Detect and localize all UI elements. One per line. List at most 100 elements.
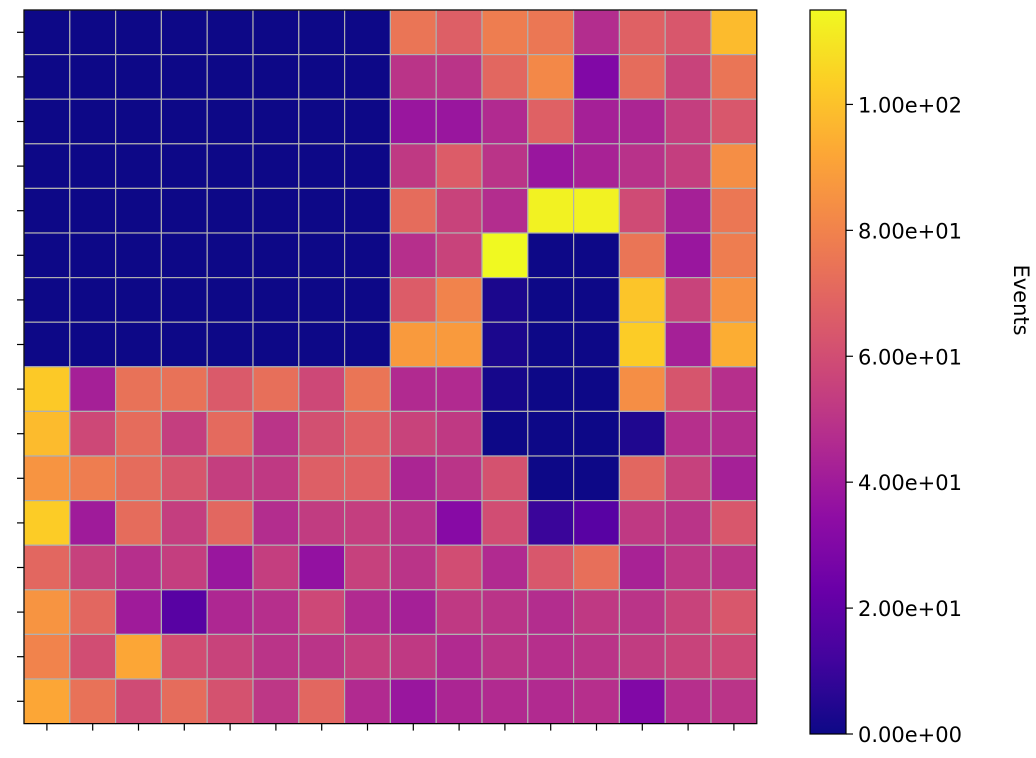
- heatmap-cell: [435, 500, 483, 546]
- heatmap-cell: [114, 633, 162, 680]
- heatmap-cell: [481, 544, 529, 591]
- heatmap-cell: [389, 321, 437, 368]
- heatmap-cell: [664, 9, 712, 56]
- heatmap-cell: [664, 232, 712, 279]
- heatmap-cell: [344, 410, 392, 457]
- heatmap-cell: [389, 633, 437, 680]
- heatmap-cell: [344, 187, 392, 234]
- heatmap-cell: [618, 544, 666, 591]
- heatmap-cell: [572, 143, 620, 190]
- heatmap-cell: [481, 9, 529, 56]
- heatmap-cell: [710, 455, 758, 502]
- heatmap-cell: [664, 589, 712, 635]
- heatmap-frame: [23, 9, 758, 725]
- heatmap-cell: [664, 410, 712, 457]
- heatmap-cell: [69, 232, 117, 279]
- heatmap-cell: [618, 232, 666, 279]
- heatmap-cell: [69, 277, 117, 323]
- heatmap-cell: [527, 544, 575, 591]
- heatmap-cell: [435, 410, 483, 457]
- heatmap-cell: [160, 455, 208, 502]
- heatmap-cell: [344, 589, 392, 635]
- heatmap-cell: [114, 98, 162, 145]
- heatmap-cell: [114, 53, 162, 100]
- heatmap-cell: [572, 232, 620, 279]
- heatmap-cell: [572, 500, 620, 546]
- heatmap-cell: [572, 98, 620, 145]
- heatmap-cell: [527, 187, 575, 234]
- heatmap-cell: [206, 187, 254, 234]
- heatmap-cell: [114, 678, 162, 725]
- heatmap-cell: [344, 500, 392, 546]
- heatmap-cell: [572, 277, 620, 323]
- heatmap-cell: [481, 500, 529, 546]
- heatmap-cell: [710, 678, 758, 725]
- colorbar-tick-label: 8.00e+01: [858, 219, 962, 243]
- heatmap-cell: [23, 277, 71, 323]
- heatmap-cell: [69, 500, 117, 546]
- heatmap-cell: [298, 678, 346, 725]
- heatmap-cell: [114, 9, 162, 56]
- heatmap-cell: [160, 53, 208, 100]
- heatmap-cell: [252, 633, 300, 680]
- heatmap-cell: [389, 455, 437, 502]
- heatmap-cell: [481, 321, 529, 368]
- heatmap-cell: [527, 232, 575, 279]
- heatmap-cell: [435, 544, 483, 591]
- heatmap-cell: [344, 678, 392, 725]
- heatmap-cell: [572, 544, 620, 591]
- heatmap-cell: [710, 143, 758, 190]
- heatmap-cell: [206, 143, 254, 190]
- heatmap-cell: [206, 589, 254, 635]
- heatmap-cell: [435, 187, 483, 234]
- heatmap-cell: [114, 187, 162, 234]
- heatmap-cell: [527, 53, 575, 100]
- heatmap-cell: [710, 589, 758, 635]
- heatmap-cell: [618, 455, 666, 502]
- heatmap-cell: [481, 589, 529, 635]
- heatmap-cell: [114, 455, 162, 502]
- heatmap-cell: [710, 98, 758, 145]
- heatmap-cell: [664, 366, 712, 412]
- heatmap-cell: [710, 187, 758, 234]
- heatmap-cell: [114, 277, 162, 323]
- heatmap-cell: [664, 277, 712, 323]
- heatmap-cell: [69, 98, 117, 145]
- heatmap-cell: [664, 678, 712, 725]
- heatmap-cell: [344, 143, 392, 190]
- heatmap-cell: [252, 9, 300, 56]
- x-axis-ticks: [46, 723, 735, 731]
- heatmap-cell: [527, 143, 575, 190]
- heatmap-cell: [23, 187, 71, 234]
- heatmap-cell: [252, 366, 300, 412]
- heatmap-cell: [389, 678, 437, 725]
- heatmap-cell: [389, 410, 437, 457]
- heatmap-cell: [481, 187, 529, 234]
- heatmap-cell: [252, 678, 300, 725]
- heatmap-cell: [572, 633, 620, 680]
- heatmap-cell: [206, 53, 254, 100]
- heatmap-cell: [664, 143, 712, 190]
- heatmap-cell: [389, 98, 437, 145]
- heatmap-cell: [481, 53, 529, 100]
- heatmap-cell: [298, 366, 346, 412]
- heatmap-cell: [618, 277, 666, 323]
- colorbar-tick-label: 2.00e+01: [858, 597, 962, 621]
- heatmap-cell: [114, 500, 162, 546]
- heatmap-cell: [252, 98, 300, 145]
- heatmap-cell: [252, 410, 300, 457]
- heatmap-cell: [114, 321, 162, 368]
- heatmap-cell: [206, 544, 254, 591]
- colorbar-tick-label: 4.00e+01: [858, 471, 962, 495]
- heatmap-cell: [252, 187, 300, 234]
- heatmap-cell: [389, 366, 437, 412]
- heatmap-cell: [435, 678, 483, 725]
- heatmap-cell: [527, 366, 575, 412]
- heatmap-cell: [206, 366, 254, 412]
- heatmap-cell: [69, 187, 117, 234]
- heatmap-cell: [160, 366, 208, 412]
- heatmap-cell: [252, 544, 300, 591]
- heatmap-cell: [252, 589, 300, 635]
- heatmap-cell: [252, 321, 300, 368]
- heatmap-cell: [252, 500, 300, 546]
